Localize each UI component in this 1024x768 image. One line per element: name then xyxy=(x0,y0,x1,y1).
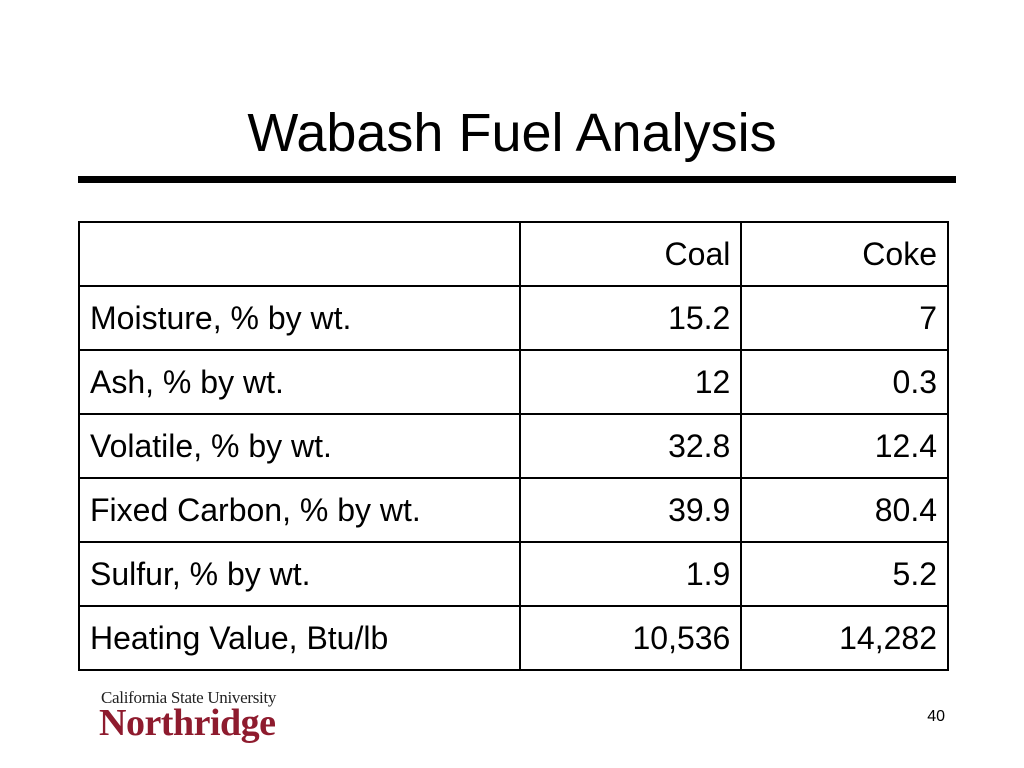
row-label: Moisture, % by wt. xyxy=(78,285,521,351)
data-table: Coal Coke Moisture, % by wt. 15.2 7 Ash, % by… xyxy=(78,221,949,671)
cell-value: 12.4 xyxy=(740,413,949,479)
table-row: Moisture, % by wt. 15.2 7 xyxy=(78,285,949,351)
row-label: Fixed Carbon, % by wt. xyxy=(78,477,521,543)
row-label: Sulfur, % by wt. xyxy=(78,541,521,607)
cell-value: 80.4 xyxy=(740,477,949,543)
table-row: Volatile, % by wt. 32.8 12.4 xyxy=(78,413,949,479)
header-row: Coal Coke xyxy=(78,221,949,287)
logo-name: Northridge xyxy=(99,702,276,744)
cell-value: 32.8 xyxy=(518,413,743,479)
cell-value: 7 xyxy=(740,285,949,351)
table-body: Coal Coke Moisture, % by wt. 15.2 7 Ash, % by… xyxy=(78,221,949,671)
table-row: Sulfur, % by wt. 1.9 5.2 xyxy=(78,541,949,607)
table-row: Heating Value, Btu/lb 10,536 14,282 xyxy=(78,605,949,671)
table-row: Ash, % by wt. 12 0.3 xyxy=(78,349,949,415)
column-header: Coal xyxy=(518,221,743,287)
logo-line: California State University xyxy=(101,688,277,707)
cell-value: 14,282 xyxy=(740,605,949,671)
column-header: Coke xyxy=(740,221,949,287)
title-rule xyxy=(78,176,956,183)
row-label: Heating Value, Btu/lb xyxy=(78,605,521,671)
cell-value: 15.2 xyxy=(518,285,743,351)
row-label: Ash, % by wt. xyxy=(78,349,521,415)
cell-value: 5.2 xyxy=(740,541,949,607)
slide-title: Wabash Fuel Analysis xyxy=(247,103,777,163)
cell-value: 0.3 xyxy=(740,349,949,415)
cell-value: 39.9 xyxy=(518,477,743,543)
cell-value: 1.9 xyxy=(518,541,743,607)
corner-cell xyxy=(78,221,521,287)
table-row: Fixed Carbon, % by wt. 39.9 80.4 xyxy=(78,477,949,543)
cell-value: 12 xyxy=(518,349,743,415)
page-number: 40 xyxy=(927,708,945,725)
row-label: Volatile, % by wt. xyxy=(78,413,521,479)
cell-value: 10,536 xyxy=(518,605,743,671)
